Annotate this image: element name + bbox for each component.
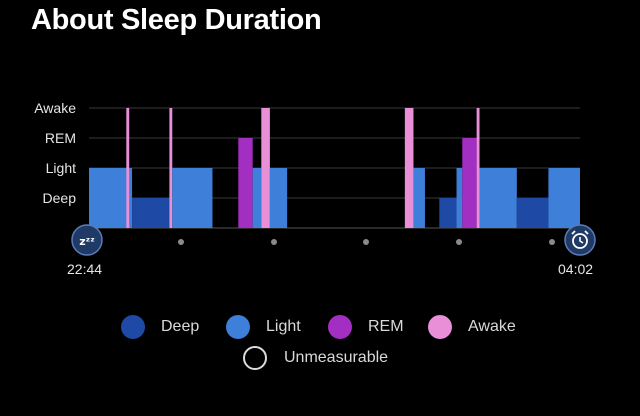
legend-item-light: Light — [226, 312, 301, 342]
start-time-label: 22:44 — [67, 261, 103, 277]
x-axis-dot — [549, 239, 555, 245]
segment-rem — [462, 138, 477, 228]
x-axis-dot — [178, 239, 184, 245]
legend-swatch-deep — [121, 315, 145, 339]
legend-label-light: Light — [266, 318, 301, 335]
legend-label-deep: Deep — [161, 318, 200, 335]
segment-deep — [516, 198, 549, 228]
legend-label-rem: REM — [368, 318, 404, 335]
svg-text:zᶻᶻ: zᶻᶻ — [79, 235, 95, 248]
segment-deep — [439, 198, 457, 228]
legend-item-rem: REM — [328, 312, 404, 342]
legend-item-awake: Awake — [428, 312, 516, 342]
sleep-stage-chart: Awake REM Light Deep zᶻᶻ — [34, 100, 596, 256]
legend-item-unmeasurable: Unmeasurable — [243, 343, 388, 373]
segment-awake — [126, 108, 130, 228]
x-axis-dot — [456, 239, 462, 245]
legend-swatch-awake — [428, 315, 452, 339]
sleep-zzz-icon: zᶻᶻ — [71, 224, 103, 256]
legend-row-unmeasurable: Unmeasurable — [0, 343, 640, 373]
page-title: About Sleep Duration — [31, 4, 322, 36]
segment-light — [269, 168, 288, 228]
segment-light — [413, 168, 425, 228]
legend-swatch-unmeasurable — [243, 346, 267, 370]
end-time-label: 04:02 — [558, 261, 594, 277]
alarm-clock-icon — [564, 224, 596, 256]
legend-swatch-rem — [328, 315, 352, 339]
legend-label-awake: Awake — [468, 318, 516, 335]
y-tick-awake: Awake — [34, 100, 76, 116]
segment-light — [548, 168, 580, 228]
segment-deep — [132, 198, 170, 228]
x-axis-dot — [271, 239, 277, 245]
legend-item-deep: Deep — [121, 312, 199, 342]
legend-swatch-light — [226, 315, 250, 339]
segment-light — [456, 168, 463, 228]
y-tick-rem: REM — [45, 130, 76, 146]
segment-awake — [476, 108, 480, 228]
y-tick-deep: Deep — [43, 190, 77, 206]
segment-awake — [404, 108, 414, 228]
segment-awake — [261, 108, 270, 228]
segment-light — [479, 168, 517, 228]
legend-row-stages: Deep Light REM Awake — [0, 312, 640, 342]
segment-light — [172, 168, 213, 228]
segment-rem — [238, 138, 253, 228]
segment-awake — [169, 108, 173, 228]
segment-light — [89, 168, 133, 228]
legend-label-unmeasurable: Unmeasurable — [284, 349, 389, 366]
segment-light — [252, 168, 262, 228]
x-axis-dot — [363, 239, 369, 245]
y-tick-light: Light — [46, 160, 76, 176]
